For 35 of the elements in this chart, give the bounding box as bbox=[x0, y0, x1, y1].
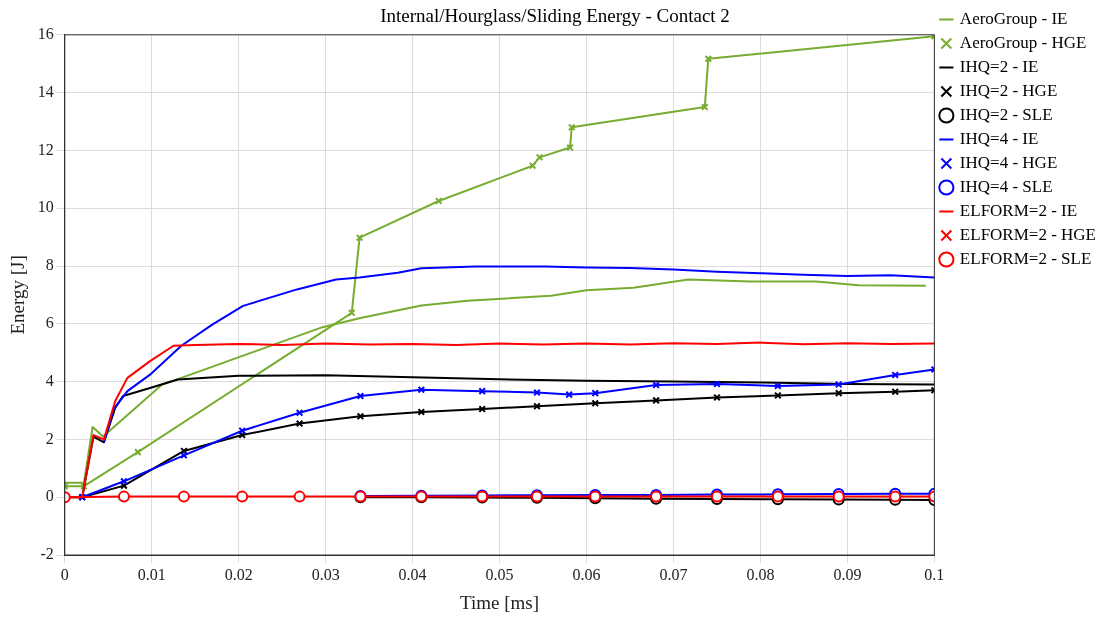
legend-label: AeroGroup - IE bbox=[959, 8, 1068, 28]
legend-label: IHQ=4 - HGE bbox=[959, 152, 1058, 172]
legend-label: AeroGroup - HGE bbox=[959, 32, 1087, 52]
y-tick-label: 12 bbox=[37, 140, 54, 158]
legend-label: IHQ=4 - IE bbox=[959, 128, 1039, 148]
y-tick-label: 2 bbox=[45, 429, 54, 447]
legend-label: IHQ=4 - SLE bbox=[959, 176, 1053, 196]
y-tick-label: 10 bbox=[37, 198, 54, 216]
x-tick-label: 0.06 bbox=[572, 565, 601, 583]
x-tick-label: 0.07 bbox=[659, 565, 688, 583]
y-tick-label: 4 bbox=[45, 371, 54, 389]
x-tick-label: 0.08 bbox=[746, 565, 775, 583]
x-tick-label: 0.09 bbox=[833, 565, 862, 583]
x-tick-label: 0.03 bbox=[311, 565, 340, 583]
legend-label: ELFORM=2 - HGE bbox=[959, 224, 1097, 244]
x-tick-label: 0.05 bbox=[485, 565, 514, 583]
legend-label: ELFORM=2 - SLE bbox=[959, 248, 1092, 268]
y-tick-label: -2 bbox=[40, 545, 54, 563]
legend-label: ELFORM=2 - IE bbox=[959, 200, 1078, 220]
legend-label: IHQ=2 - HGE bbox=[959, 80, 1058, 100]
x-tick-label: 0.01 bbox=[137, 565, 166, 583]
legend-label: IHQ=2 - SLE bbox=[959, 104, 1053, 124]
x-axis-title: Time [ms] bbox=[460, 591, 540, 613]
y-tick-label: 14 bbox=[37, 82, 54, 100]
chart-title: Internal/Hourglass/Sliding Energy - Contact 2 bbox=[380, 5, 730, 27]
y-tick-label: 8 bbox=[45, 256, 54, 274]
legend-label: IHQ=2 - IE bbox=[959, 56, 1039, 76]
y-tick-label: 0 bbox=[45, 487, 54, 505]
y-tick-label: 6 bbox=[45, 314, 54, 331]
x-tick-label: 0.02 bbox=[224, 565, 253, 583]
y-axis-title: Energy [J] bbox=[7, 255, 29, 335]
x-tick-label: 0 bbox=[60, 565, 69, 583]
y-tick-label: 16 bbox=[37, 25, 54, 42]
x-tick-label: 0.04 bbox=[398, 565, 427, 583]
x-tick-label: 0.1 bbox=[924, 565, 945, 583]
